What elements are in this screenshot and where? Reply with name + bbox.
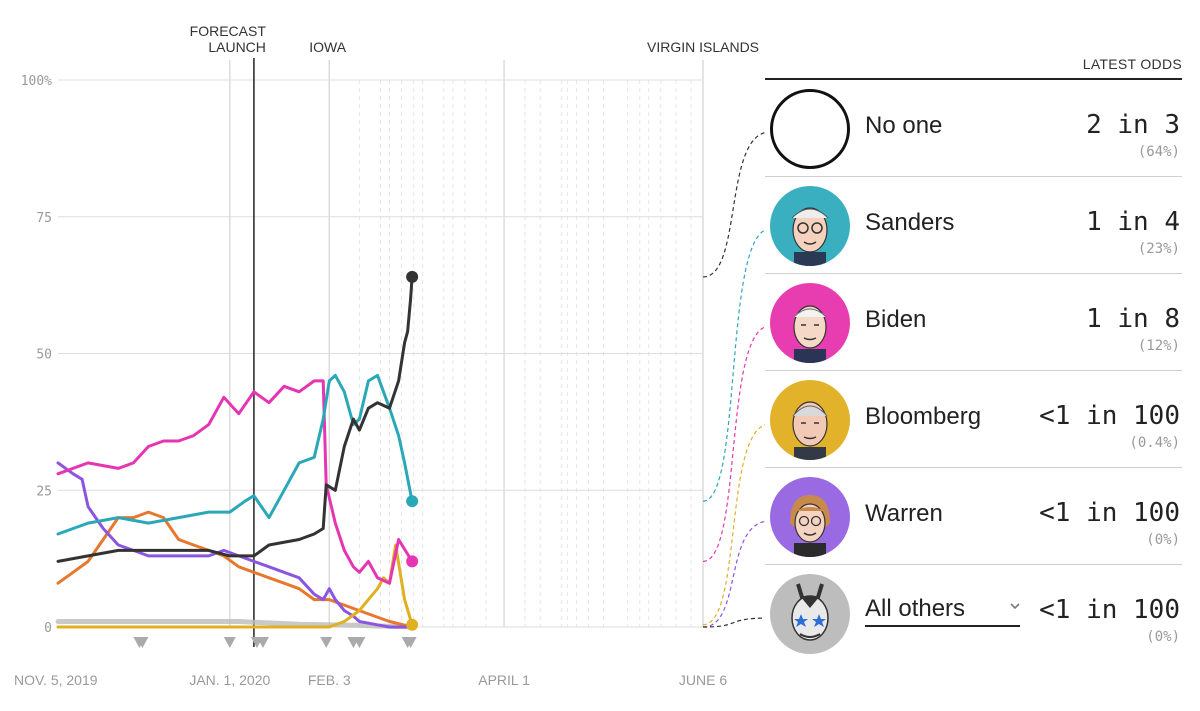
forecast-line-chart: 100% 75 50 25 0 NOV. 5, 2019 JAN. 1, 2020 FEB. … (14, 23, 765, 688)
event-label: VIRGIN ISLANDS (647, 39, 759, 55)
series-line-sanders (56, 373, 414, 536)
endpoint-biden (406, 555, 419, 568)
x-tick-label: FEB. 3 (308, 672, 351, 688)
connector-others (702, 617, 765, 628)
bloomberg-portrait-icon (770, 380, 850, 460)
odds-row-warren[interactable]: Warren <1 in 100 (0%) (765, 468, 1182, 565)
event-label: IOWA (309, 39, 346, 55)
connector-biden (702, 326, 765, 562)
latest-odds-panel: LATEST ODDS No one 2 in 3 (64%) Sanders … (765, 56, 1182, 661)
x-tick-label: JUNE 6 (679, 672, 727, 688)
candidate-name: Warren (865, 500, 943, 527)
y-tick-label: 25 (36, 484, 52, 499)
odds-row-biden[interactable]: Biden 1 in 8 (12%) (765, 274, 1182, 371)
event-marker-triangle (136, 637, 149, 648)
endpoint-no-one (406, 270, 419, 283)
odds-value: 1 in 4 (1086, 207, 1180, 237)
y-tick-label: 100% (21, 74, 52, 89)
chevron-down-icon (1010, 603, 1020, 610)
odds-value: <1 in 100 (1039, 595, 1180, 625)
event-marker-triangle (256, 637, 269, 648)
odds-row-sanders[interactable]: Sanders 1 in 4 (23%) (765, 177, 1182, 274)
x-tick-label: NOV. 5, 2019 (14, 672, 98, 688)
event-label: LAUNCH (208, 39, 266, 55)
all-others-dropdown[interactable]: All others (865, 595, 1020, 627)
odds-percent: (23%) (1137, 241, 1180, 257)
event-marker-triangle (404, 637, 417, 648)
series-line-no-one (56, 275, 414, 563)
latest-odds-header: LATEST ODDS (765, 56, 1182, 80)
dropdown-selected-value: All others (865, 595, 966, 622)
odds-percent: (64%) (1137, 144, 1180, 160)
y-tick-label: 50 (36, 348, 52, 363)
odds-row-bloomberg[interactable]: Bloomberg <1 in 100 (0.4%) (765, 371, 1182, 468)
odds-row-all-others[interactable]: All others <1 in 100 (0%) (765, 565, 1182, 661)
odds-percent: (0%) (1146, 629, 1180, 645)
odds-percent: (0.4%) (1129, 435, 1180, 451)
x-tick-label: JAN. 1, 2020 (189, 672, 270, 688)
candidate-name: Biden (865, 306, 927, 333)
odds-value: <1 in 100 (1039, 498, 1180, 528)
donkey-icon (770, 574, 850, 654)
x-tick-label: APRIL 1 (478, 672, 530, 688)
event-marker-triangle (223, 637, 236, 648)
sanders-portrait-icon (770, 186, 850, 266)
no-one-circle-icon (770, 89, 850, 169)
endpoint-bloomberg (406, 618, 419, 631)
y-tick-label: 75 (36, 211, 52, 226)
series-line-other-orange- (56, 510, 414, 629)
candidate-name: No one (865, 112, 943, 139)
odds-percent: (0%) (1146, 532, 1180, 548)
odds-percent: (12%) (1137, 338, 1180, 354)
connector-sanders (702, 229, 765, 502)
connector-warren (702, 521, 765, 628)
odds-value: <1 in 100 (1039, 401, 1180, 431)
odds-value: 1 in 8 (1086, 304, 1180, 334)
odds-row-no-one[interactable]: No one 2 in 3 (64%) (765, 80, 1182, 177)
series-line-biden (56, 379, 414, 585)
odds-value: 2 in 3 (1086, 110, 1180, 140)
series-line-all-others (55, 619, 415, 630)
biden-portrait-icon (770, 283, 850, 363)
connector-bloomberg (702, 424, 765, 626)
event-label: FORECAST (190, 23, 267, 39)
y-tick-label: 0 (44, 621, 52, 636)
endpoint-sanders (406, 495, 419, 508)
warren-portrait-icon (770, 477, 850, 557)
event-marker-triangle (320, 637, 333, 648)
connector-none (702, 132, 765, 278)
candidate-name: Bloomberg (865, 403, 982, 430)
candidate-name: Sanders (865, 209, 955, 236)
event-marker-triangle (353, 637, 366, 648)
